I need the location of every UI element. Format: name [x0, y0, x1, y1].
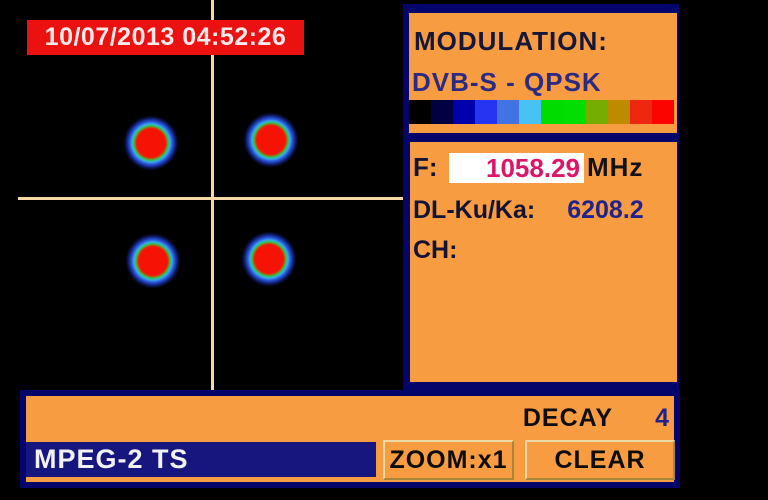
color-scale-segment: [651, 100, 674, 124]
decay-label: DECAY: [522, 404, 614, 432]
constellation-point: [123, 115, 179, 171]
color-scale-segment: [607, 100, 630, 124]
constellation-point: [243, 112, 299, 168]
frequency-unit: MHz: [587, 152, 644, 182]
clear-button[interactable]: CLEAR: [525, 440, 675, 480]
channel-row: CH:: [413, 236, 457, 265]
frequency-label: F:: [413, 152, 438, 182]
zoom-button[interactable]: ZOOM:x1: [383, 440, 514, 480]
downlink-label: DL-Ku/Ka:: [413, 196, 536, 224]
frequency-value-field[interactable]: 1058.29: [449, 152, 584, 183]
constellation-display: 10/07/2013 04:52:26: [0, 0, 403, 390]
modulation-value: DVB-S - QPSK: [412, 67, 602, 97]
color-scale-segment: [563, 100, 586, 124]
signal-panel: F: 1058.29 MHz DL-Ku/Ka: 6208.2 CH:: [403, 142, 679, 390]
color-scale-segment: [475, 100, 498, 124]
crosshair-vertical-line: [211, 0, 214, 390]
frequency-row: F: 1058.29 MHz: [413, 152, 643, 183]
color-scale-segment: [453, 100, 476, 124]
decay-row: DECAY 4: [523, 404, 670, 433]
constellation-point: [241, 231, 297, 287]
timestamp-badge: 10/07/2013 04:52:26: [27, 20, 304, 55]
downlink-row: DL-Ku/Ka: 6208.2: [413, 196, 644, 225]
channel-label: CH:: [413, 236, 458, 264]
signal-density-color-scale: [409, 100, 674, 124]
color-scale-segment: [629, 100, 652, 124]
color-scale-segment: [497, 100, 520, 124]
timestamp-text: 10/07/2013 04:52:26: [44, 23, 287, 51]
decay-value: 4: [655, 404, 670, 432]
color-scale-segment: [431, 100, 454, 124]
modulation-panel: MODULATION: DVB-S - QPSK: [403, 4, 679, 142]
stream-type-status: MPEG-2 TS: [26, 442, 376, 477]
downlink-value: 6208.2: [567, 196, 644, 224]
color-scale-segment: [409, 100, 432, 124]
modulation-label: MODULATION:: [414, 26, 608, 56]
color-scale-segment: [585, 100, 608, 124]
color-scale-segment: [541, 100, 564, 124]
color-scale-segment: [519, 100, 542, 124]
constellation-point: [125, 233, 181, 289]
bottom-bar: DECAY 4 MPEG-2 TS ZOOM:x1 CLEAR: [20, 390, 680, 488]
crosshair-horizontal-line: [18, 197, 403, 200]
